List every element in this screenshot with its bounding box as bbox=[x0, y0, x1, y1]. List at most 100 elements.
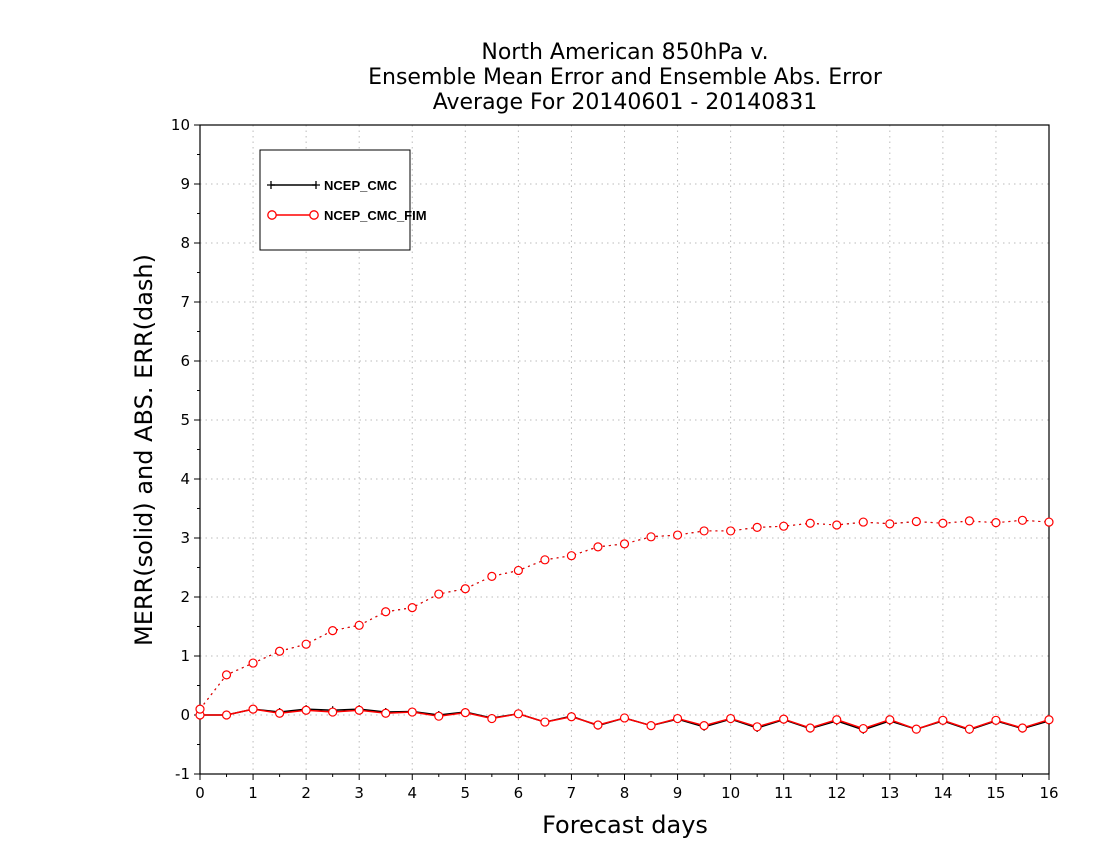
y-tick-label: 2 bbox=[180, 588, 190, 606]
y-tick-label: -1 bbox=[175, 765, 190, 783]
circle-marker bbox=[593, 720, 603, 730]
x-tick-label: 11 bbox=[774, 784, 793, 802]
circle-marker bbox=[301, 705, 311, 715]
x-tick-label: 4 bbox=[407, 784, 417, 802]
circle-marker bbox=[195, 704, 205, 714]
x-tick-label: 0 bbox=[195, 784, 205, 802]
circle-marker bbox=[328, 626, 338, 636]
circle-marker bbox=[991, 518, 1001, 528]
circle-marker bbox=[566, 712, 577, 722]
circle-marker bbox=[381, 708, 391, 718]
circle-marker bbox=[672, 530, 683, 540]
circle-marker bbox=[221, 710, 232, 720]
circle-marker bbox=[619, 713, 630, 723]
y-tick-label: 4 bbox=[180, 470, 190, 488]
series-ncep-cmc-fim bbox=[195, 515, 1054, 734]
title-line-3: Average For 20140601 - 20140831 bbox=[433, 90, 818, 115]
x-tick-label: 7 bbox=[567, 784, 577, 802]
x-tick-label: 15 bbox=[986, 784, 1005, 802]
x-tick-label: 9 bbox=[673, 784, 683, 802]
circle-marker bbox=[699, 721, 709, 731]
circle-marker bbox=[885, 715, 895, 725]
y-tick-label: 3 bbox=[180, 529, 190, 547]
legend-circle-icon bbox=[309, 210, 319, 220]
circle-marker bbox=[805, 518, 815, 528]
circle-marker bbox=[858, 723, 868, 734]
x-tick-label: 16 bbox=[1039, 784, 1058, 802]
circle-marker bbox=[540, 717, 550, 727]
legend-label-1: NCEP_CMC bbox=[324, 178, 398, 193]
circle-marker bbox=[752, 722, 762, 732]
x-tick-label: 8 bbox=[620, 784, 630, 802]
circle-marker bbox=[991, 715, 1001, 725]
circle-marker bbox=[593, 542, 603, 552]
y-tick-label: 6 bbox=[180, 352, 190, 370]
circle-marker bbox=[885, 519, 895, 529]
circle-marker bbox=[274, 708, 285, 718]
circle-marker bbox=[434, 711, 444, 721]
x-tick-label: 5 bbox=[461, 784, 471, 802]
x-tick-label: 10 bbox=[721, 784, 740, 802]
circle-marker bbox=[911, 516, 921, 527]
title-line-2: Ensemble Mean Error and Ensemble Abs. Er… bbox=[368, 65, 883, 90]
circle-marker bbox=[779, 521, 789, 531]
y-tick-label: 1 bbox=[180, 647, 190, 665]
circle-marker bbox=[460, 708, 470, 718]
circle-marker bbox=[1017, 515, 1028, 525]
circle-marker bbox=[779, 714, 789, 724]
circle-marker bbox=[752, 522, 762, 532]
legend-entry-1: NCEP_CMC bbox=[267, 178, 398, 193]
circle-marker bbox=[248, 658, 258, 668]
x-tick-label: 2 bbox=[301, 784, 311, 802]
legend-circle-icon bbox=[267, 210, 277, 220]
chart-title: North American 850hPa v. Ensemble Mean E… bbox=[368, 40, 883, 115]
x-tick-label: 6 bbox=[514, 784, 524, 802]
x-axis-label: Forecast days bbox=[542, 811, 708, 839]
circle-marker bbox=[540, 555, 550, 565]
y-tick-label: 9 bbox=[180, 175, 190, 193]
y-tick-label: 5 bbox=[180, 411, 190, 429]
x-tick-label: 12 bbox=[827, 784, 846, 802]
circle-marker bbox=[513, 709, 523, 719]
circle-marker bbox=[274, 646, 285, 656]
circle-marker bbox=[460, 584, 470, 594]
circle-marker bbox=[911, 724, 921, 734]
circle-marker bbox=[1044, 715, 1054, 725]
circle-marker bbox=[1044, 517, 1054, 527]
circle-marker bbox=[726, 526, 736, 536]
circle-marker bbox=[646, 721, 656, 731]
circle-marker bbox=[619, 539, 630, 549]
circle-marker bbox=[938, 715, 948, 725]
circle-marker bbox=[434, 589, 444, 599]
title-line-1: North American 850hPa v. bbox=[481, 40, 768, 65]
circle-marker bbox=[487, 713, 497, 724]
circle-marker bbox=[407, 603, 417, 613]
circle-marker bbox=[513, 565, 523, 576]
circle-marker bbox=[248, 704, 258, 714]
circle-marker bbox=[1017, 723, 1028, 733]
legend: NCEP_CMC NCEP_CMC_FIM bbox=[259, 149, 427, 251]
circle-marker bbox=[221, 670, 232, 680]
circle-marker bbox=[964, 516, 975, 526]
x-tick-label: 14 bbox=[933, 784, 952, 802]
circle-marker bbox=[566, 551, 577, 561]
x-tick-label: 3 bbox=[354, 784, 364, 802]
legend-entry-2: NCEP_CMC_FIM bbox=[267, 208, 427, 223]
y-tick-label: 10 bbox=[171, 116, 190, 134]
legend-label-2: NCEP_CMC_FIM bbox=[324, 208, 427, 223]
circle-marker bbox=[672, 713, 683, 724]
circle-marker bbox=[858, 517, 868, 527]
series bbox=[195, 515, 1054, 734]
abs-err-line bbox=[199, 519, 1050, 710]
circle-marker bbox=[646, 532, 656, 542]
y-tick-label: 0 bbox=[180, 706, 190, 724]
circle-marker bbox=[407, 707, 417, 717]
circle-marker bbox=[301, 639, 311, 649]
y-tick-label: 8 bbox=[180, 234, 190, 252]
circle-marker bbox=[938, 518, 948, 528]
circle-marker bbox=[964, 724, 975, 734]
legend-box bbox=[259, 149, 411, 251]
circle-marker bbox=[487, 571, 497, 581]
